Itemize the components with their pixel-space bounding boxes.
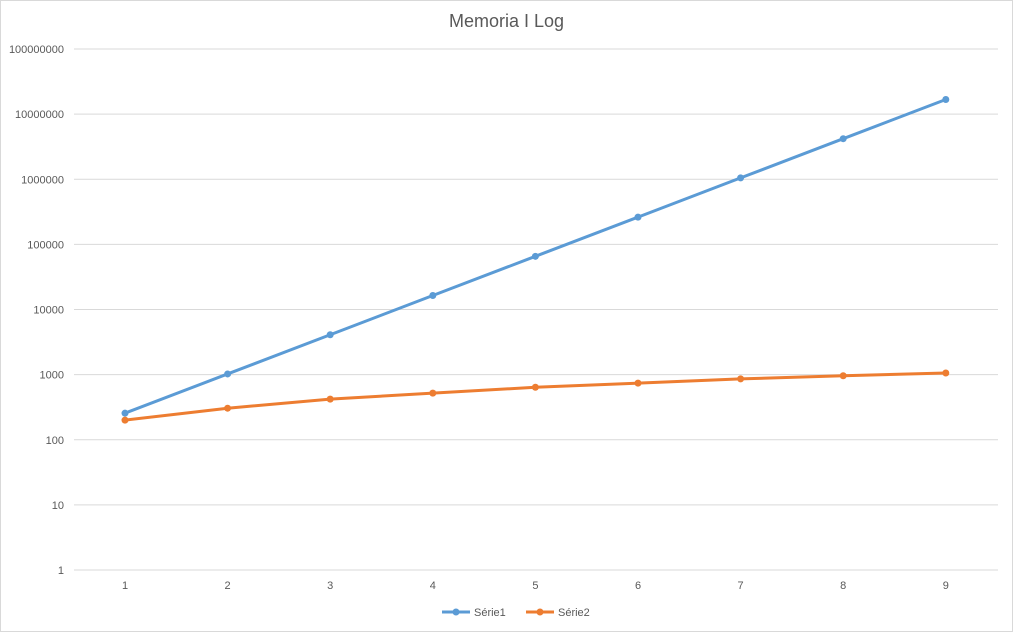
series-1-point-9: [942, 95, 950, 103]
series-2-point-1: [121, 416, 129, 424]
series-2-point-3: [326, 395, 334, 403]
series-1-point-5: [531, 252, 539, 260]
series-1-point-4: [429, 292, 437, 300]
series-line-2: [123, 371, 948, 422]
series-2-point-4: [429, 389, 437, 397]
y-tick-label-1: 10: [52, 500, 64, 512]
x-tick-label-4: 5: [532, 580, 538, 592]
y-tick-label-8: 100000000: [9, 44, 64, 56]
series-1-point-7: [737, 174, 745, 182]
series-lines: [121, 95, 950, 424]
legend-label-2: Série2: [558, 607, 590, 619]
legend: Série1 Série2: [442, 607, 590, 619]
y-tick-label-6: 1000000: [21, 174, 64, 186]
y-tick-label-3: 1000: [40, 370, 64, 382]
series-2-point-5: [531, 383, 539, 391]
series-2-point-2: [224, 404, 232, 412]
x-tick-label-1: 2: [225, 580, 231, 592]
axes: 1 10 100 1000 10000 100000 1000000 10000000 1000…: [9, 44, 998, 592]
series-1-point-6: [634, 213, 642, 221]
gridlines: [74, 48, 998, 571]
series-1-point-3: [326, 331, 334, 339]
series-2-point-7: [737, 375, 745, 383]
y-tick-label-4: 10000: [33, 305, 64, 317]
legend-marker-1: [452, 608, 460, 616]
series-2-point-6: [634, 379, 642, 387]
series-2-point-8: [839, 372, 847, 380]
x-tick-label-5: 6: [635, 580, 641, 592]
x-tick-label-0: 1: [122, 580, 128, 592]
series-2-point-9: [942, 369, 950, 377]
series-1-point-1: [121, 409, 129, 417]
x-tick-label-8: 9: [943, 580, 949, 592]
y-tick-label-0: 1: [58, 565, 64, 577]
y-tick-label-5: 100000: [27, 239, 64, 251]
x-tick-label-3: 4: [430, 580, 436, 592]
series-1-point-8: [839, 135, 847, 143]
x-tick-label-7: 8: [840, 580, 846, 592]
legend-label-1: Série1: [474, 607, 506, 619]
legend-marker-2: [536, 608, 544, 616]
y-tick-label-2: 100: [46, 435, 64, 447]
x-tick-label-6: 7: [738, 580, 744, 592]
series-1-point-2: [224, 370, 232, 378]
x-tick-label-2: 3: [327, 580, 333, 592]
y-tick-label-7: 10000000: [15, 109, 64, 121]
chart-title: Memoria I Log: [448, 11, 565, 31]
